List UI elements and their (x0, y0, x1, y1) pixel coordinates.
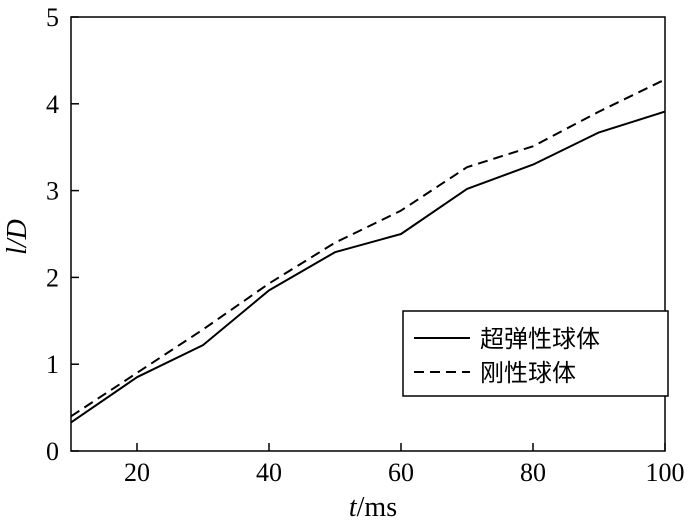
x-tick-label: 20 (124, 458, 150, 487)
y-tick-label: 1 (46, 350, 59, 379)
y-axis-label: l/D (2, 219, 33, 255)
legend-box (402, 310, 669, 397)
y-tick-label: 2 (46, 263, 59, 292)
x-tick-label: 100 (646, 458, 685, 487)
x-axis-label-variable: t (349, 492, 358, 523)
y-tick-label: 5 (46, 3, 59, 32)
y-tick-label: 0 (46, 437, 59, 466)
legend-label-series-1: 刚性球体 (480, 359, 576, 387)
y-tick-label: 4 (46, 90, 59, 119)
legend-label-series-0: 超弹性球体 (480, 325, 600, 353)
y-tick-label: 3 (46, 177, 59, 206)
tick-labels: 20 40 60 80 100 0 1 2 3 4 5 (46, 3, 685, 487)
legend: 超弹性球体 刚性球体 (402, 310, 669, 397)
x-tick-label: 60 (388, 458, 414, 487)
axis-ticks (71, 16, 666, 452)
series-line-0 (70, 110, 666, 424)
plot-frame (70, 16, 666, 452)
x-axis-label: t/ms (349, 492, 397, 523)
plot-lines (70, 78, 666, 424)
x-tick-label: 80 (520, 458, 546, 487)
x-axis-label-unit: /ms (357, 492, 397, 523)
series-line-1 (70, 78, 666, 418)
x-tick-label: 40 (256, 458, 282, 487)
